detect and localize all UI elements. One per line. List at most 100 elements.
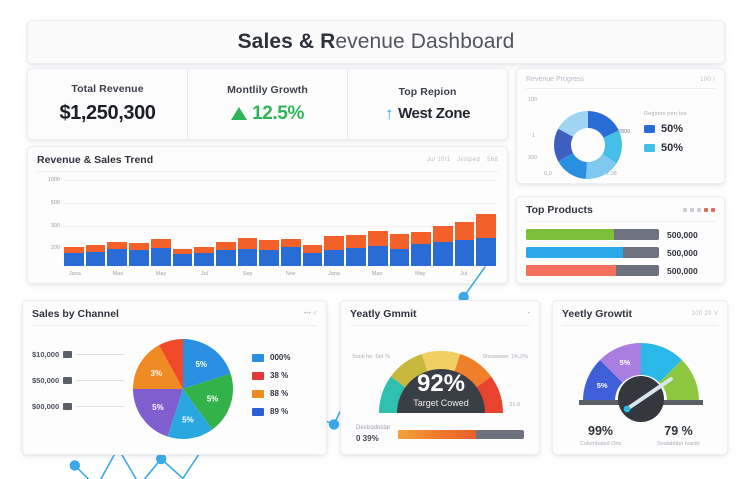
donut-slice[interactable] <box>558 111 588 137</box>
gauge-footer: 99% Columbated Ons 79 % Soolabbbo Ivanbr <box>562 424 718 447</box>
panel-header: Top Products <box>526 204 715 222</box>
bar-segment-sales <box>476 213 497 239</box>
legend-item[interactable]: 50% <box>644 142 715 154</box>
gauge-bar-value: 0 39% <box>356 434 379 443</box>
bar-icon <box>63 377 73 384</box>
legend-item[interactable]: 88 % <box>252 389 317 398</box>
pie-label-row: $50,000 <box>32 376 124 385</box>
pie-chart-area[interactable]: 5% 5% 5% 5% 3% <box>124 333 242 445</box>
bar-column[interactable] <box>367 176 388 266</box>
x-axis-tick: Mao <box>371 270 383 277</box>
gauge-foot-caption: Soolabbbo Ivanbr <box>656 441 701 447</box>
bar-column[interactable] <box>150 176 171 266</box>
donut-chart[interactable] <box>526 93 644 179</box>
gauge-foot-caption: Columbated Ons <box>579 441 622 447</box>
donut-axis-label: 200 <box>528 155 538 161</box>
product-row[interactable]: 500,000 <box>526 265 715 276</box>
bar-column[interactable] <box>85 176 106 266</box>
panel-meta[interactable]: ••• < <box>304 311 317 317</box>
panel-meta[interactable]: 100 / <box>700 76 715 83</box>
bar-column[interactable] <box>107 176 128 266</box>
gauge-caption-text: Target Cowed <box>413 398 469 408</box>
bar-column[interactable] <box>194 176 214 266</box>
bar-segment-sales <box>129 242 149 250</box>
kpi-label: Montlily Growth <box>227 83 308 96</box>
kpi-card-top-region[interactable]: Top Repion ↑ West Zone <box>348 69 507 139</box>
bar-column[interactable] <box>324 176 345 266</box>
panel-title: Revenue Progress <box>526 76 584 83</box>
kpi-card-monthly-growth[interactable]: Montlily Growth 12.5% <box>188 69 348 139</box>
gauge-needle-chart[interactable]: 5% 5% <box>562 329 720 425</box>
legend-item[interactable]: 89 % <box>252 407 317 416</box>
y-axis-tick: 200 <box>50 245 60 251</box>
donut-slice[interactable] <box>558 153 587 179</box>
trend-point[interactable] <box>458 291 469 303</box>
panel-meta[interactable]: • <box>528 311 530 317</box>
pie-slice[interactable] <box>133 389 183 437</box>
bar-column[interactable] <box>237 176 258 266</box>
kpi-card-total-revenue[interactable]: Total Revenue $1,250,300 <box>28 69 188 139</box>
trend-point[interactable] <box>69 460 80 471</box>
bar-segment-revenue <box>324 249 345 266</box>
product-row[interactable]: 500,000 <box>526 229 715 240</box>
leader-line <box>76 406 124 407</box>
x-axis-tick: Sep <box>242 270 253 277</box>
donut-axis-label: 2.08 <box>606 171 617 177</box>
bar-column[interactable] <box>411 176 431 266</box>
bar-column[interactable] <box>259 176 280 266</box>
kpi-label: Top Repion <box>398 86 457 98</box>
gauge-chart[interactable]: 92%Target Cowed <box>350 329 532 429</box>
product-row[interactable]: 500,000 <box>526 247 715 258</box>
bar-column[interactable] <box>129 176 149 266</box>
pie-slice[interactable] <box>158 339 183 389</box>
product-bar-track <box>526 229 659 240</box>
panel-meta[interactable]: Jul 10/1 Jvstped 568 <box>427 157 498 163</box>
bar-segment-revenue <box>215 250 236 266</box>
bar-column[interactable] <box>302 176 323 266</box>
bar-segment-sales <box>64 247 84 253</box>
bar-column[interactable] <box>389 176 410 266</box>
bar-segment-sales <box>281 238 301 247</box>
donut-slice[interactable] <box>554 128 574 162</box>
bar-column[interactable] <box>215 176 236 266</box>
bar-segment-revenue <box>476 238 497 266</box>
gauge-foot-value: 99% <box>588 424 614 438</box>
bar-segment-sales <box>411 232 431 244</box>
kpi-value: 12.5% <box>231 103 304 125</box>
pie-chart[interactable]: 5% 5% 5% 5% 3% <box>124 333 242 445</box>
sales-by-channel-panel: Sales by Channel ••• < $10,000 $50,000 $… <box>22 300 327 455</box>
donut-axis-label: 100 <box>528 97 538 103</box>
donut-body: 100 1 200 0.0 2.08 2800 Regions pen toe … <box>526 93 715 179</box>
pie-slice[interactable] <box>167 389 213 439</box>
bar-segment-sales <box>432 226 453 242</box>
legend-value: 89 % <box>270 407 289 416</box>
donut-slice[interactable] <box>602 130 622 164</box>
bar-column[interactable] <box>172 176 193 266</box>
legend-item[interactable]: 50% <box>644 123 715 135</box>
bar-column[interactable] <box>454 176 475 266</box>
bar-segment-sales <box>259 239 280 250</box>
bar-segment-revenue <box>432 241 453 266</box>
x-axis-tick: May <box>415 270 426 277</box>
bar-column[interactable] <box>64 176 84 266</box>
bar-column[interactable] <box>476 176 497 266</box>
bar-column[interactable] <box>346 176 366 266</box>
gauge-area: 5% 5% 99% Columbated Ons 79 % Soolabbbo I… <box>562 329 718 447</box>
trend-point[interactable] <box>156 453 167 465</box>
donut-slice[interactable] <box>588 111 619 138</box>
legend-item[interactable]: 000% <box>252 353 317 362</box>
bar-column[interactable] <box>281 176 301 266</box>
pie-slice[interactable] <box>183 339 231 389</box>
pie-slice[interactable] <box>183 373 233 430</box>
bar-segment-sales <box>302 245 323 253</box>
pie-slice[interactable] <box>133 345 183 389</box>
legend-item[interactable]: 38 % <box>252 371 317 380</box>
legend-value: 50% <box>661 142 684 154</box>
bar-column[interactable] <box>432 176 453 266</box>
trend-point[interactable] <box>328 419 340 430</box>
bar-segment-sales <box>324 236 345 250</box>
gauge-segment <box>659 359 699 401</box>
donut-slice[interactable] <box>585 154 617 179</box>
panel-menu-icon[interactable] <box>683 208 715 212</box>
panel-meta[interactable]: 100 20 V <box>691 311 718 317</box>
